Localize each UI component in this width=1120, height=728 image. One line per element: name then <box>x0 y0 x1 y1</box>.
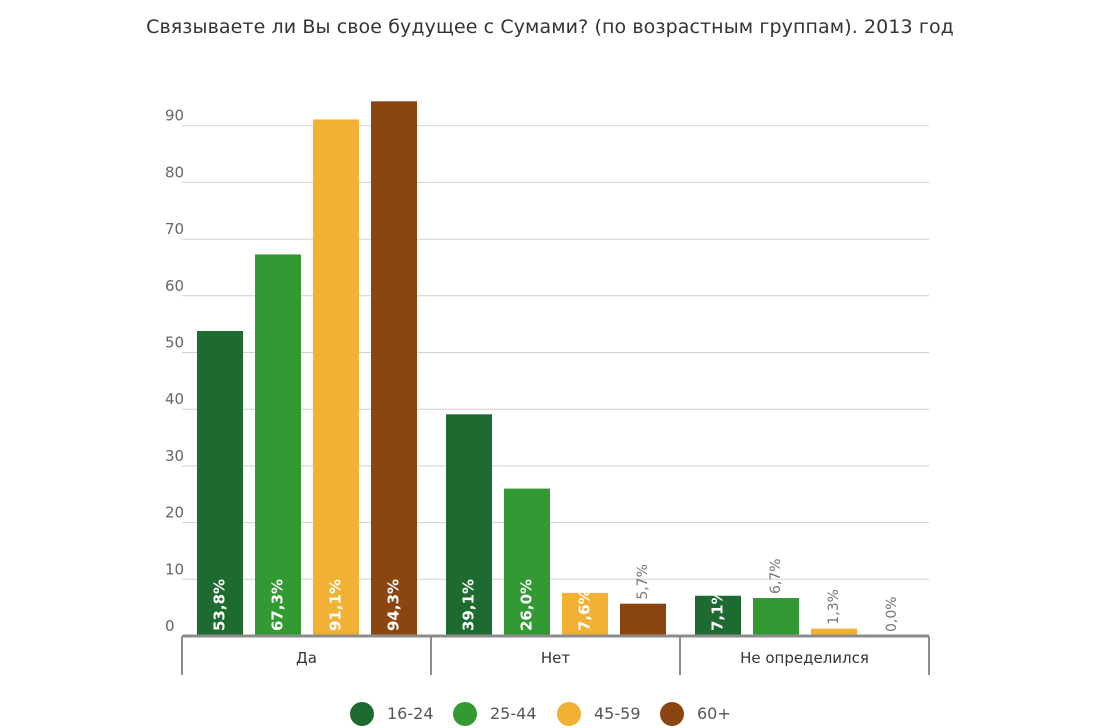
bar <box>811 628 857 636</box>
data-label: 39,1% <box>460 579 478 631</box>
y-tick-label: 50 <box>165 334 184 352</box>
legend-marker <box>557 702 581 726</box>
data-label: 26,0% <box>518 579 536 631</box>
data-label: 0,0% <box>884 596 900 632</box>
bar <box>371 101 417 637</box>
y-tick-label: 70 <box>165 220 184 238</box>
data-label: 94,3% <box>385 579 403 631</box>
bar <box>753 598 799 636</box>
data-label: 1,3% <box>826 589 842 625</box>
data-label: 7,6% <box>576 589 594 631</box>
data-label: 7,1% <box>709 589 727 631</box>
data-label: 5,7% <box>635 564 651 600</box>
y-tick-label: 20 <box>165 504 184 522</box>
y-tick-label: 10 <box>165 560 184 578</box>
y-tick-label: 0 <box>165 617 175 635</box>
bar <box>695 595 741 636</box>
y-tick-label: 80 <box>165 163 184 181</box>
category-label: Да <box>296 649 317 667</box>
bar <box>504 488 550 636</box>
legend-marker <box>350 702 374 726</box>
legend-label: 45-59 <box>594 704 641 723</box>
data-label: 67,3% <box>269 579 287 631</box>
y-tick-label: 90 <box>165 107 184 125</box>
legend-label: 60+ <box>697 704 731 723</box>
legend-marker <box>453 702 477 726</box>
category-label: Не определился <box>740 649 869 667</box>
legend-marker <box>660 702 684 726</box>
legend-label: 16-24 <box>387 704 434 723</box>
category-label: Нет <box>541 649 571 667</box>
bar <box>255 254 301 636</box>
data-label: 91,1% <box>327 579 345 631</box>
y-tick-label: 30 <box>165 447 184 465</box>
bar <box>620 603 666 636</box>
bar <box>313 119 359 636</box>
data-label: 6,7% <box>768 558 784 594</box>
chart-title: Связываете ли Вы свое будущее с Сумами? … <box>146 16 954 38</box>
y-tick-label: 60 <box>165 277 184 295</box>
bar <box>562 592 608 636</box>
legend-label: 25-44 <box>490 704 537 723</box>
y-tick-label: 40 <box>165 390 184 408</box>
data-label: 53,8% <box>211 579 229 631</box>
bar <box>446 414 492 636</box>
bar <box>197 330 243 636</box>
